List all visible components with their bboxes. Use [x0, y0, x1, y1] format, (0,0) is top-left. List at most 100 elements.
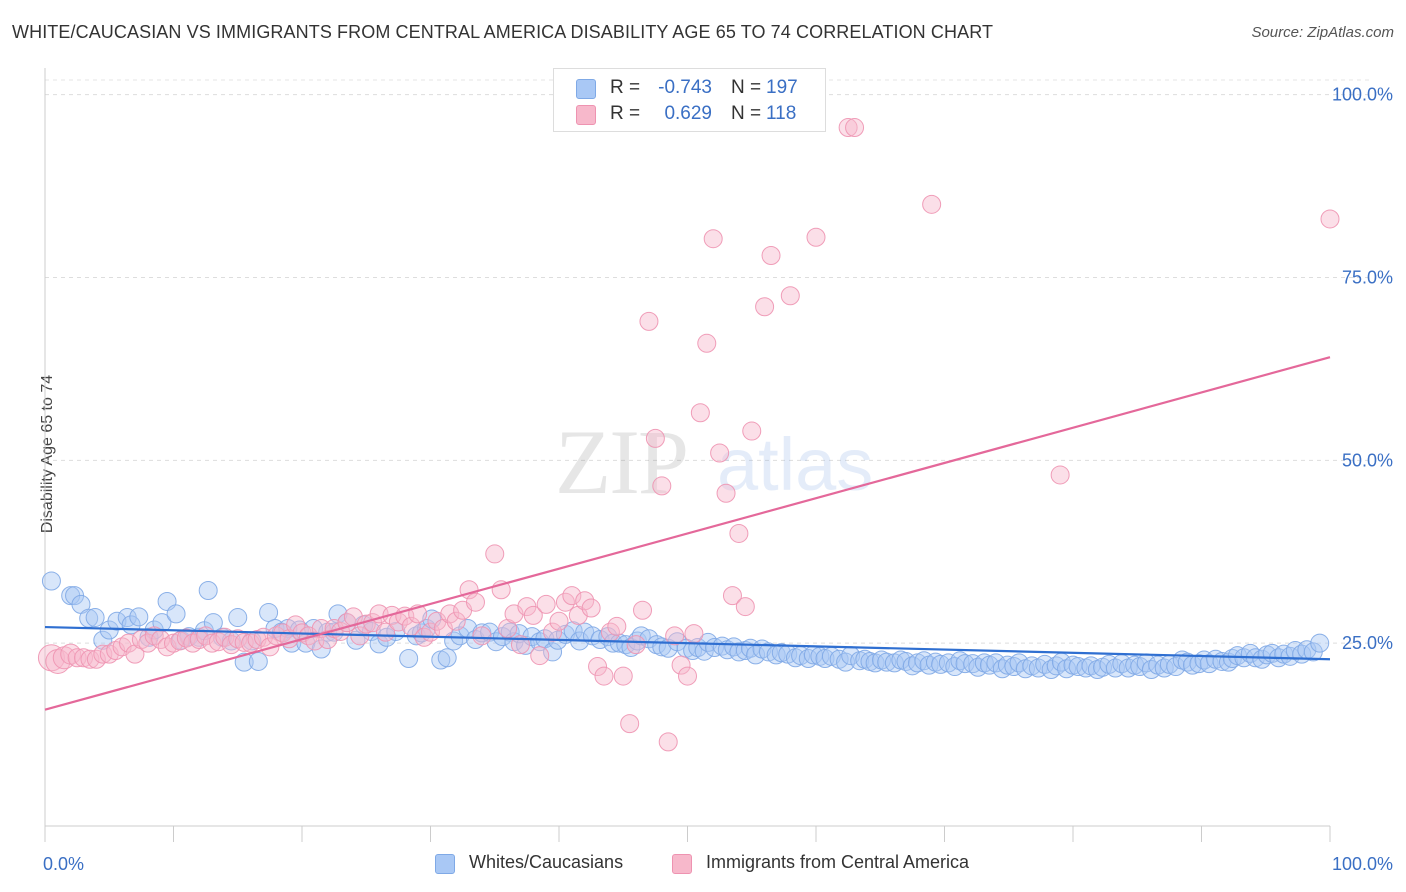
- data-point: [85, 608, 105, 628]
- data-point: [639, 311, 659, 331]
- data-point: [690, 403, 710, 423]
- data-point: [997, 655, 1017, 675]
- data-point: [678, 666, 697, 686]
- data-point: [1310, 633, 1330, 653]
- data-point: [37, 644, 65, 672]
- data-point: [234, 652, 254, 672]
- data-point: [938, 653, 958, 673]
- data-point: [658, 732, 678, 752]
- y-tick-label: 100.0%: [1332, 85, 1393, 105]
- r-value: 0.629: [664, 103, 712, 124]
- data-point: [41, 571, 61, 591]
- n-label: N =: [731, 103, 762, 124]
- legend-label-whites: Whites/Caucasians: [469, 852, 624, 872]
- watermark: ZIP atlas: [555, 411, 873, 513]
- data-point: [543, 642, 563, 662]
- immigrants-swatch: [576, 105, 596, 125]
- data-point: [588, 657, 608, 677]
- source-label: Source: ZipAtlas.com: [1251, 24, 1394, 41]
- r-value: -0.743: [658, 77, 712, 98]
- trend-line-whites: [44, 625, 1331, 661]
- x-tick-label: 100.0%: [1332, 854, 1393, 874]
- data-point: [755, 297, 775, 317]
- y-tick-label: 25.0%: [1342, 633, 1393, 653]
- watermark-zip: ZIP: [555, 411, 687, 513]
- data-point: [166, 604, 186, 624]
- data-point: [144, 626, 164, 646]
- data-point: [931, 654, 951, 674]
- data-point: [633, 600, 653, 620]
- data-point: [234, 632, 254, 652]
- data-point: [446, 611, 466, 631]
- trend-line-immigrants: [44, 356, 1331, 711]
- data-point: [450, 626, 470, 646]
- data-point: [613, 666, 633, 686]
- tick-labels: 25.0% 50.0% 75.0% 100.0% 0.0% 100.0%: [43, 85, 1393, 874]
- data-point: [530, 646, 550, 666]
- data-point: [543, 622, 563, 642]
- r-label: R =: [610, 77, 641, 98]
- data-point: [697, 333, 717, 353]
- data-point: [399, 649, 419, 669]
- data-point: [93, 630, 113, 650]
- data-point: [722, 586, 742, 606]
- r-label: R =: [610, 103, 641, 124]
- data-point: [955, 654, 975, 674]
- y-tick-label: 75.0%: [1342, 267, 1393, 287]
- data-point: [259, 602, 279, 622]
- data-point: [138, 633, 158, 653]
- data-point: [437, 648, 457, 668]
- whites-swatch: [576, 79, 596, 99]
- data-point: [798, 649, 818, 669]
- y-tick-label: 50.0%: [1342, 450, 1393, 470]
- data-point: [86, 649, 106, 669]
- data-point: [119, 633, 139, 653]
- grid-lines: [45, 79, 1370, 644]
- n-label: N =: [731, 77, 762, 98]
- data-point: [465, 592, 485, 612]
- data-point: [590, 630, 610, 649]
- series-points: [37, 118, 1340, 752]
- data-point: [845, 118, 865, 138]
- data-point: [616, 635, 636, 655]
- data-point: [93, 644, 113, 664]
- watermark-atlas: atlas: [717, 423, 873, 506]
- data-point: [198, 580, 218, 600]
- data-point: [703, 229, 723, 249]
- n-value: 118: [766, 103, 797, 124]
- data-point: [922, 194, 942, 214]
- stats-row-whites: R = -0.743 N = 197: [554, 75, 825, 101]
- data-point: [80, 649, 100, 669]
- chart-title: WHITE/CAUCASIAN VS IMMIGRANTS FROM CENTR…: [12, 22, 994, 42]
- data-point: [729, 642, 749, 662]
- data-point: [228, 608, 248, 628]
- data-point: [836, 652, 856, 672]
- data-point: [684, 624, 704, 644]
- data-point: [536, 594, 556, 614]
- data-point: [724, 637, 744, 657]
- data-point: [575, 591, 595, 611]
- data-point: [129, 607, 149, 627]
- data-point: [607, 616, 627, 636]
- data-point: [671, 655, 691, 675]
- data-point: [594, 666, 614, 686]
- data-point: [665, 626, 685, 646]
- n-value: 197: [766, 77, 798, 98]
- data-point: [248, 651, 268, 671]
- data-point: [549, 611, 569, 631]
- data-point: [311, 639, 331, 659]
- data-point: [902, 656, 922, 676]
- data-point: [1057, 659, 1077, 679]
- data-point: [157, 637, 177, 657]
- data-point: [1320, 209, 1340, 229]
- data-point: [806, 227, 826, 247]
- axes: [44, 68, 1331, 842]
- data-point: [729, 523, 749, 543]
- x-tick-label: 0.0%: [43, 854, 84, 874]
- data-point: [440, 604, 460, 624]
- data-point: [620, 714, 640, 734]
- data-point: [631, 626, 651, 646]
- data-point: [581, 598, 601, 618]
- data-point: [877, 652, 897, 672]
- data-point: [1041, 659, 1061, 679]
